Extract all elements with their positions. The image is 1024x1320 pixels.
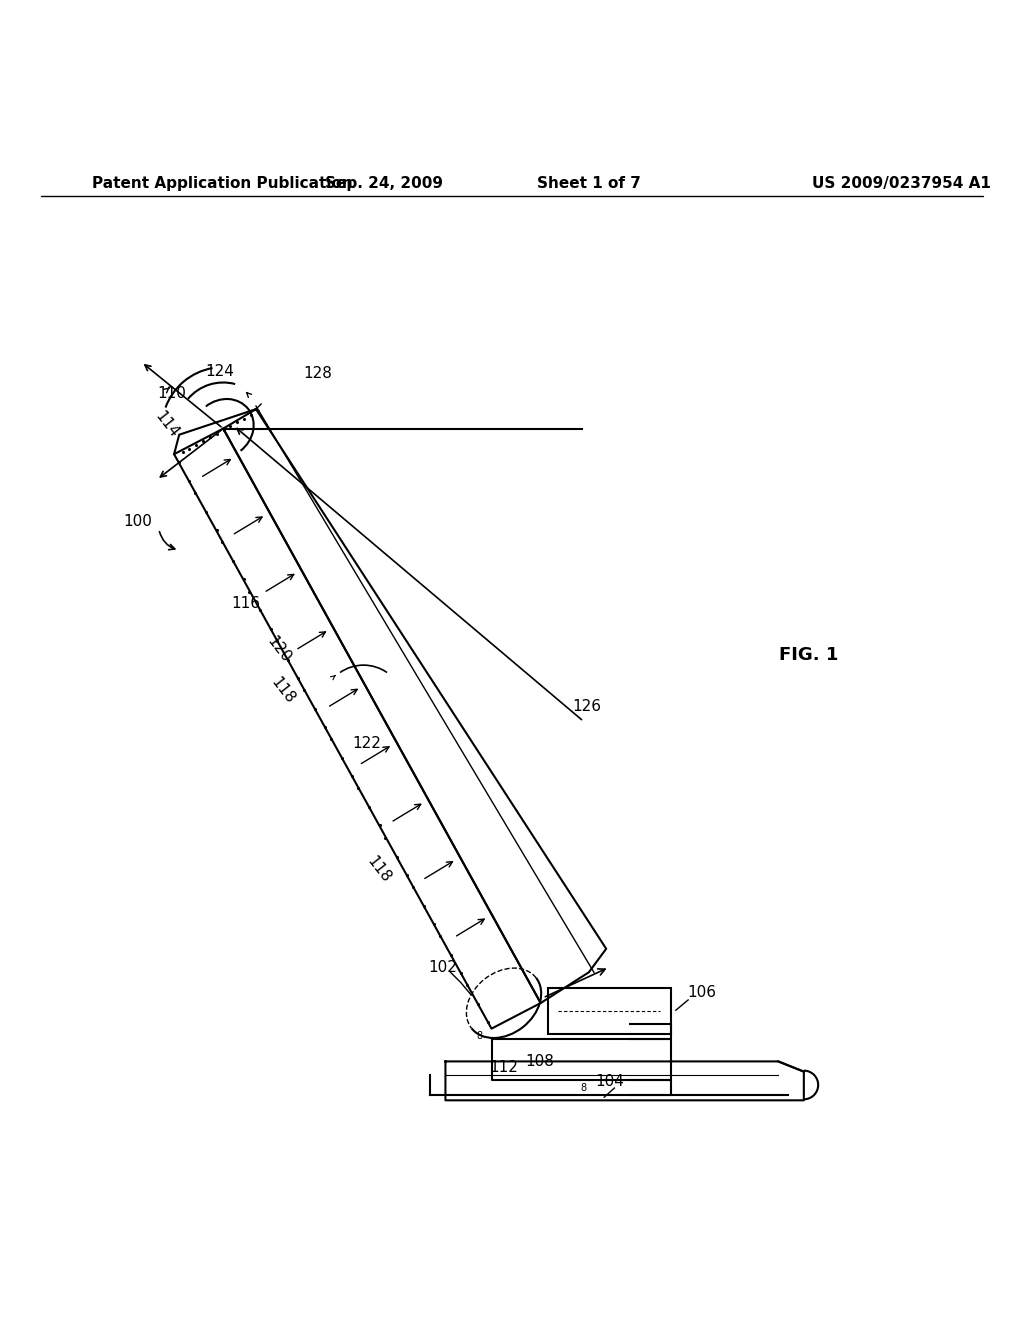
Text: 120: 120 bbox=[264, 634, 293, 665]
Text: Sheet 1 of 7: Sheet 1 of 7 bbox=[537, 177, 641, 191]
Text: Patent Application Publication: Patent Application Publication bbox=[92, 177, 353, 191]
Text: 126: 126 bbox=[572, 698, 601, 714]
Text: FIG. 1: FIG. 1 bbox=[779, 645, 839, 664]
Text: 118: 118 bbox=[365, 854, 393, 886]
Text: 110: 110 bbox=[158, 387, 186, 401]
Text: 100: 100 bbox=[124, 515, 153, 529]
Text: 8: 8 bbox=[476, 1031, 482, 1040]
Text: 118: 118 bbox=[268, 675, 297, 706]
Text: 106: 106 bbox=[687, 985, 716, 1001]
Text: 128: 128 bbox=[303, 366, 332, 380]
Text: 114: 114 bbox=[153, 408, 181, 441]
Text: 108: 108 bbox=[525, 1053, 554, 1069]
Text: 124: 124 bbox=[206, 364, 234, 379]
Text: 122: 122 bbox=[352, 737, 381, 751]
Text: 8: 8 bbox=[581, 1082, 587, 1093]
Text: 102: 102 bbox=[428, 960, 457, 974]
Text: Sep. 24, 2009: Sep. 24, 2009 bbox=[325, 177, 443, 191]
Text: 112: 112 bbox=[489, 1060, 518, 1074]
Text: US 2009/0237954 A1: US 2009/0237954 A1 bbox=[812, 177, 990, 191]
Text: 116: 116 bbox=[231, 597, 260, 611]
Text: 104: 104 bbox=[595, 1074, 624, 1089]
